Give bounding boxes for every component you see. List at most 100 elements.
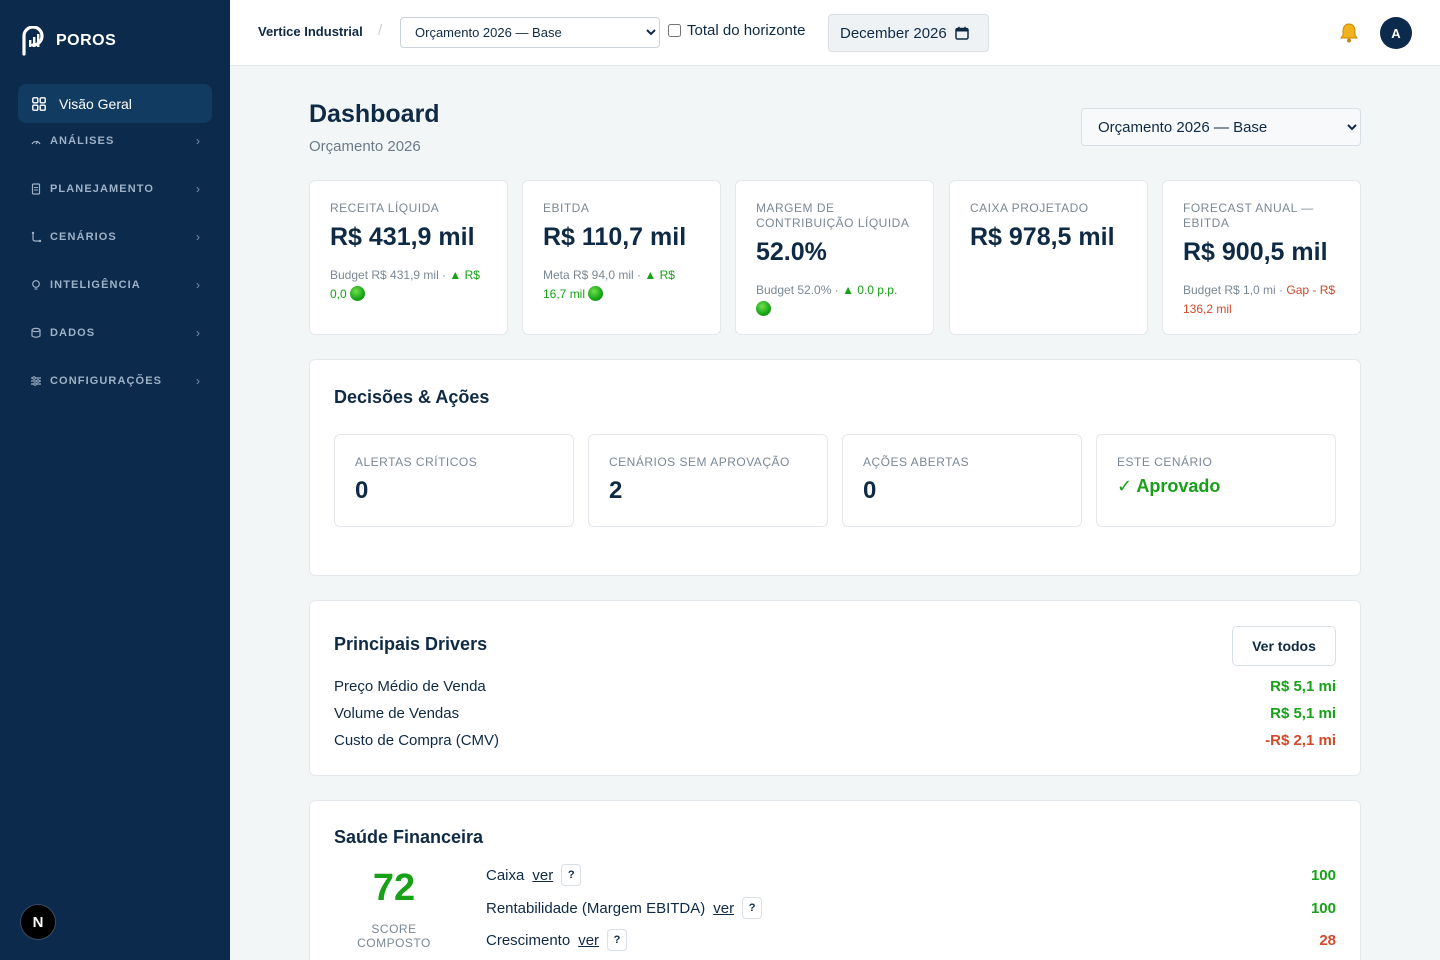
- sidebar-section-dados[interactable]: DADOS ›: [30, 325, 200, 341]
- mini-label: CENÁRIOS SEM APROVAÇÃO: [609, 455, 790, 469]
- sidebar-section-label: ANÁLISES: [50, 135, 115, 147]
- mini-value: 0: [863, 477, 877, 504]
- health-value: 28: [1319, 931, 1336, 949]
- kpi-label: MARGEM DE CONTRIBUIÇÃO LÍQUIDA: [756, 201, 910, 230]
- health-row: Caixa ver ? 100: [486, 862, 1336, 888]
- sidebar-item-label: Visão Geral: [59, 95, 132, 112]
- decisao-card-status[interactable]: ESTE CENÁRIO ✓ Aprovado: [1096, 434, 1336, 527]
- logo-icon: [22, 26, 44, 56]
- company-name[interactable]: Vertice Industrial: [258, 24, 363, 39]
- health-value: 100: [1310, 866, 1336, 884]
- kpi-card-receita: RECEITA LÍQUIDA R$ 431,9 mil Budget R$ 4…: [309, 180, 508, 335]
- branch-icon: [31, 231, 42, 243]
- help-button[interactable]: ?: [607, 929, 628, 951]
- sidebar-section-label: DADOS: [50, 327, 96, 339]
- sidebar-section-analises[interactable]: ANÁLISES ›: [30, 133, 200, 149]
- mini-label: AÇÕES ABERTAS: [863, 455, 970, 469]
- chevron-right-icon: ›: [196, 134, 200, 148]
- page-scenario-select[interactable]: Orçamento 2026 — Base: [1081, 108, 1361, 146]
- kpi-value: R$ 900,5 mil: [1183, 238, 1328, 266]
- approved-status: ✓ Aprovado: [1117, 476, 1221, 496]
- drivers-panel: Principais Drivers Ver todos Preço Médio…: [309, 600, 1361, 776]
- chevron-right-icon: ›: [196, 182, 200, 196]
- kpi-value: R$ 110,7 mil: [543, 223, 687, 251]
- driver-row: Custo de Compra (CMV) -R$ 2,1 mi: [334, 732, 1336, 752]
- total-horizonte-label: Total do horizonte: [687, 22, 806, 39]
- saude-panel: Saúde Financeira 72 SCORE COMPOSTO Caixa…: [309, 800, 1361, 960]
- grid-icon: [32, 96, 46, 111]
- kpi-card-caixa: CAIXA PROJETADO R$ 978,5 mil: [949, 180, 1148, 335]
- status-dot-icon: [756, 301, 771, 316]
- total-horizonte-toggle[interactable]: Total do horizonte: [668, 22, 805, 39]
- section-title: Decisões & Ações: [334, 387, 490, 407]
- month-value: December 2026: [840, 24, 947, 42]
- ver-link[interactable]: ver: [532, 866, 554, 884]
- sidebar-item-visao-geral[interactable]: Visão Geral: [18, 84, 212, 123]
- driver-value: R$ 5,1 mi: [1270, 705, 1336, 722]
- mini-label: ESTE CENÁRIO: [1117, 455, 1213, 469]
- kpi-sub: Budget R$ 1,0 mi · Gap - R$ 136,2 mil: [1183, 283, 1336, 316]
- ver-link[interactable]: ver: [713, 899, 735, 917]
- score-label: SCORE COMPOSTO: [357, 922, 431, 950]
- sidebar-section-planejamento[interactable]: PLANEJAMENTO ›: [30, 181, 200, 197]
- mini-value: 2: [609, 477, 623, 504]
- score-block: 72 SCORE COMPOSTO: [334, 867, 454, 950]
- kpi-label: CAIXA PROJETADO: [970, 201, 1089, 215]
- help-button[interactable]: ?: [561, 864, 582, 886]
- kpi-card-margem: MARGEM DE CONTRIBUIÇÃO LÍQUIDA 52.0% Bud…: [735, 180, 934, 335]
- calendar-icon[interactable]: [954, 26, 969, 40]
- help-button[interactable]: ?: [742, 897, 763, 919]
- main-content: Dashboard Orçamento 2026 Orçamento 2026 …: [230, 66, 1440, 960]
- kpi-card-ebitda: EBITDA R$ 110,7 mil Meta R$ 94,0 mil · ▲…: [522, 180, 721, 335]
- kpi-value: R$ 978,5 mil: [970, 223, 1115, 251]
- driver-name: Volume de Vendas: [334, 705, 460, 722]
- lightbulb-icon: [32, 280, 40, 290]
- document-icon: [31, 183, 41, 195]
- ver-link[interactable]: ver: [578, 931, 600, 949]
- dev-badge[interactable]: N: [20, 904, 56, 940]
- chevron-right-icon: ›: [196, 278, 200, 292]
- sidebar-section-inteligencia[interactable]: INTELIGÊNCIA ›: [30, 277, 200, 293]
- driver-name: Custo de Compra (CMV): [334, 732, 500, 749]
- decisao-card-alertas[interactable]: ALERTAS CRÍTICOS 0: [334, 434, 574, 527]
- chevron-right-icon: ›: [196, 326, 200, 340]
- section-title: Saúde Financeira: [334, 827, 484, 847]
- status-dot-icon: [588, 286, 604, 301]
- sidebar-section-cenarios[interactable]: CENÁRIOS ›: [30, 229, 200, 245]
- driver-value: -R$ 2,1 mi: [1265, 732, 1336, 749]
- page-title: Dashboard: [309, 100, 440, 128]
- kpi-label: EBITDA: [543, 201, 590, 215]
- brand[interactable]: POROS: [20, 26, 116, 56]
- sidebar: POROS Visão Geral ANÁLISES › PLANEJAMENT…: [0, 0, 230, 960]
- month-picker[interactable]: December 2026: [828, 14, 989, 52]
- driver-row: Volume de Vendas R$ 5,1 mi: [334, 705, 1336, 725]
- database-icon: [31, 327, 41, 338]
- topbar: Vertice Industrial / Orçamento 2026 — Ba…: [230, 0, 1440, 66]
- sidebar-section-label: INTELIGÊNCIA: [50, 279, 141, 291]
- sidebar-section-configuracoes[interactable]: CONFIGURAÇÕES ›: [30, 373, 200, 389]
- kpi-label: FORECAST ANUAL — EBITDA: [1183, 201, 1314, 230]
- decisao-card-cenarios[interactable]: CENÁRIOS SEM APROVAÇÃO 2: [588, 434, 828, 527]
- health-name: Rentabilidade (Margem EBITDA): [486, 899, 706, 917]
- kpi-value: 52.0%: [756, 238, 827, 266]
- section-title: Principais Drivers: [334, 634, 488, 654]
- health-value: 100: [1310, 899, 1336, 917]
- sliders-icon: [31, 376, 41, 386]
- health-row: Rentabilidade (Margem EBITDA) ver ? 100: [486, 895, 1336, 921]
- kpi-value: R$ 431,9 mil: [330, 223, 475, 251]
- driver-value: R$ 5,1 mi: [1270, 678, 1336, 695]
- decisao-card-acoes[interactable]: AÇÕES ABERTAS 0: [842, 434, 1082, 527]
- ver-todos-button[interactable]: Ver todos: [1232, 626, 1336, 666]
- avatar[interactable]: A: [1380, 17, 1412, 49]
- scenario-select[interactable]: Orçamento 2026 — Base: [400, 17, 660, 48]
- total-horizonte-checkbox[interactable]: [668, 24, 681, 37]
- health-name: Crescimento: [486, 931, 571, 949]
- driver-row: Preço Médio de Venda R$ 5,1 mi: [334, 678, 1336, 698]
- page-subtitle: Orçamento 2026: [309, 138, 421, 155]
- mini-value: 0: [355, 477, 369, 504]
- bell-icon[interactable]: [1338, 22, 1360, 44]
- sidebar-section-label: PLANEJAMENTO: [50, 183, 155, 195]
- kpi-sub: Budget 52.0% · ▲ 0.0 p.p.: [756, 281, 913, 319]
- decisoes-panel: Decisões & Ações ALERTAS CRÍTICOS 0 CENÁ…: [309, 359, 1361, 576]
- brand-name: POROS: [56, 32, 117, 49]
